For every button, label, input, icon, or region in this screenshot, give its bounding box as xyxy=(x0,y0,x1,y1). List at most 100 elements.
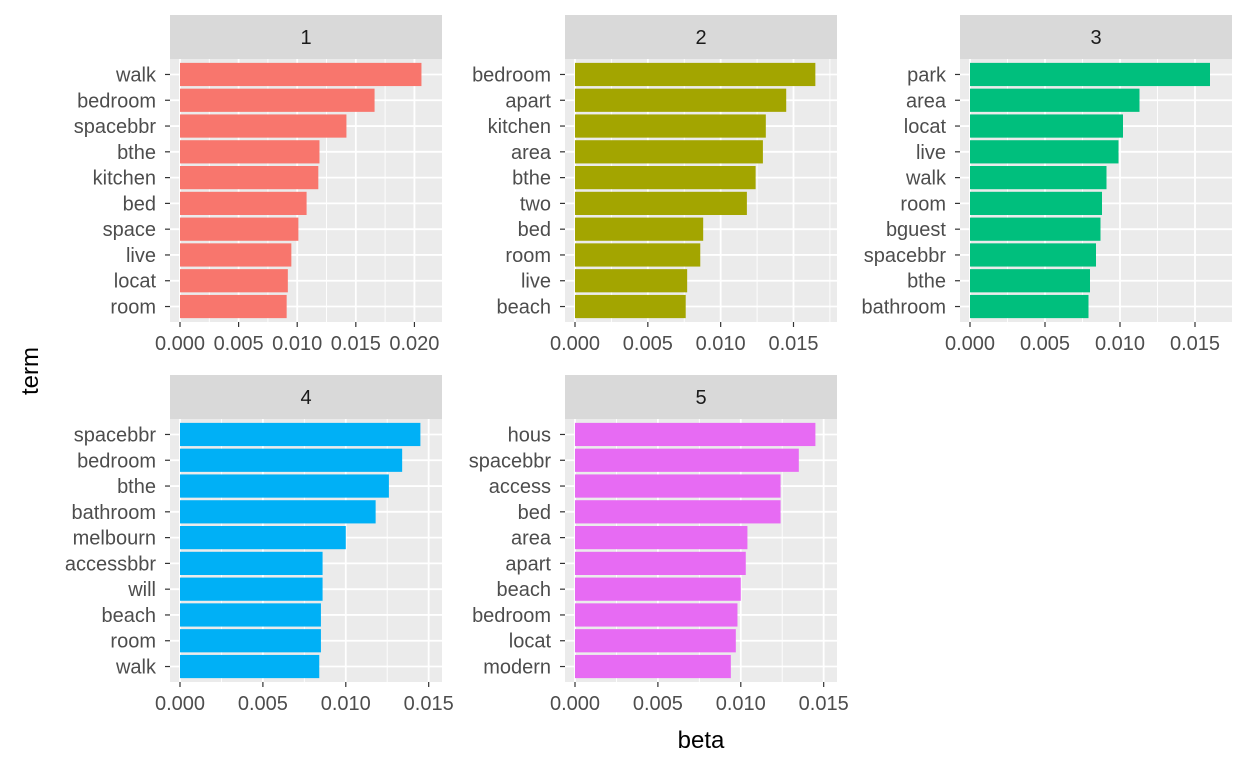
bar-access xyxy=(575,474,781,498)
term-label: beach xyxy=(102,605,157,627)
x-tick-label: 0.015 xyxy=(768,333,818,355)
term-label: access xyxy=(489,476,551,498)
term-label: bathroom xyxy=(862,297,947,319)
term-label: beach xyxy=(497,579,552,601)
bar-beach xyxy=(180,603,321,627)
x-tick-label: 0.000 xyxy=(155,693,205,715)
bar-room xyxy=(970,191,1102,215)
facet-strip xyxy=(565,15,837,59)
x-tick-label: 0.005 xyxy=(633,693,683,715)
term-label: will xyxy=(127,579,156,601)
term-label: live xyxy=(916,142,946,164)
x-tick-label: 0.005 xyxy=(214,333,264,355)
term-label: locat xyxy=(509,631,552,653)
term-label: kitchen xyxy=(93,168,156,190)
term-label: space xyxy=(103,219,156,241)
term-label: kitchen xyxy=(488,116,551,138)
facet-strip-label: 3 xyxy=(1090,27,1101,49)
term-label: bthe xyxy=(117,476,156,498)
bar-live xyxy=(180,243,292,267)
facet-strip-label: 2 xyxy=(695,27,706,49)
term-label: bedroom xyxy=(77,90,156,112)
term-label: bed xyxy=(123,193,156,215)
term-label: melbourn xyxy=(73,528,156,550)
bar-area xyxy=(575,140,763,164)
x-tick-label: 0.015 xyxy=(404,693,454,715)
bar-beach xyxy=(575,294,686,319)
facet-2: 2bedroomapartkitchenareabthetwobedroomli… xyxy=(472,15,837,355)
facet-3: 3 park area locat live walk room bguest spacebbr… xyxy=(862,15,1232,355)
facet-1: 1 walk bedroom spacebbr bthe kitchen bed space l… xyxy=(74,15,442,355)
term-label: accessbbr xyxy=(65,553,156,575)
term-label: spacebbr xyxy=(864,245,947,267)
term-label: room xyxy=(900,193,946,215)
term-label: apart xyxy=(505,90,551,112)
bar-bedroom xyxy=(180,88,375,112)
bar-live xyxy=(575,269,688,293)
bar-bthe xyxy=(180,474,389,498)
term-label: two xyxy=(520,193,551,215)
bars xyxy=(970,62,1210,319)
x-tick-label: 0.000 xyxy=(945,333,995,355)
bar-kitchen xyxy=(575,114,766,138)
bars xyxy=(575,62,816,319)
x-tick-label: 0.015 xyxy=(799,693,849,715)
bar-space xyxy=(180,217,299,241)
bar-bathroom xyxy=(180,500,376,524)
x-tick-label: 0.010 xyxy=(716,693,766,715)
bar-area xyxy=(575,526,748,550)
bar-apart xyxy=(575,88,787,112)
facet-strip xyxy=(170,375,442,419)
bar-will xyxy=(180,577,323,601)
term-label: area xyxy=(511,142,552,164)
facet-strip xyxy=(170,15,442,59)
term-label: locat xyxy=(114,271,157,293)
bars xyxy=(180,62,422,319)
facet-4: 4 spacebbr bedroom bthe bathroom melbourn acce… xyxy=(65,375,454,715)
term-label: bguest xyxy=(886,219,946,241)
bar-spacebbr xyxy=(970,243,1096,267)
term-label: locat xyxy=(904,116,947,138)
x-axis-title: beta xyxy=(678,727,725,754)
bar-walk xyxy=(180,62,422,87)
term-label: area xyxy=(906,90,947,112)
bar-bthe xyxy=(575,166,756,190)
bar-walk xyxy=(180,654,320,679)
x-tick-label: 0.010 xyxy=(1095,333,1145,355)
bar-locat xyxy=(180,269,288,293)
term-label: bthe xyxy=(512,168,551,190)
term-label: spacebbr xyxy=(74,424,157,446)
bar-bed xyxy=(575,217,704,241)
bar-apart xyxy=(575,551,746,575)
term-label: bedroom xyxy=(472,605,551,627)
bar-bedroom xyxy=(575,603,738,627)
term-label: room xyxy=(110,297,156,319)
bar-spacebbr xyxy=(180,422,421,447)
term-label: room xyxy=(505,245,551,267)
term-label: bed xyxy=(518,219,551,241)
term-label: walk xyxy=(115,657,157,679)
bar-accessbbr xyxy=(180,551,323,575)
term-label: bathroom xyxy=(72,502,157,524)
term-label: bthe xyxy=(907,271,946,293)
bar-room xyxy=(180,294,287,319)
bar-walk xyxy=(970,166,1107,190)
bar-beach xyxy=(575,577,741,601)
bar-bthe xyxy=(970,269,1090,293)
x-tick-label: 0.005 xyxy=(238,693,288,715)
bar-bed xyxy=(180,191,307,215)
x-tick-label: 0.015 xyxy=(331,333,381,355)
bar-area xyxy=(970,88,1140,112)
bar-room xyxy=(575,243,701,267)
bar-melbourn xyxy=(180,526,346,550)
x-tick-label: 0.015 xyxy=(1170,333,1220,355)
term-label: spacebbr xyxy=(74,116,157,138)
x-tick-label: 0.005 xyxy=(1020,333,1070,355)
bar-modern xyxy=(575,654,731,679)
bar-bguest xyxy=(970,217,1101,241)
bar-hous xyxy=(575,422,816,447)
x-tick-label: 0.000 xyxy=(155,333,205,355)
bar-kitchen xyxy=(180,166,319,190)
bar-bedroom xyxy=(575,62,816,87)
